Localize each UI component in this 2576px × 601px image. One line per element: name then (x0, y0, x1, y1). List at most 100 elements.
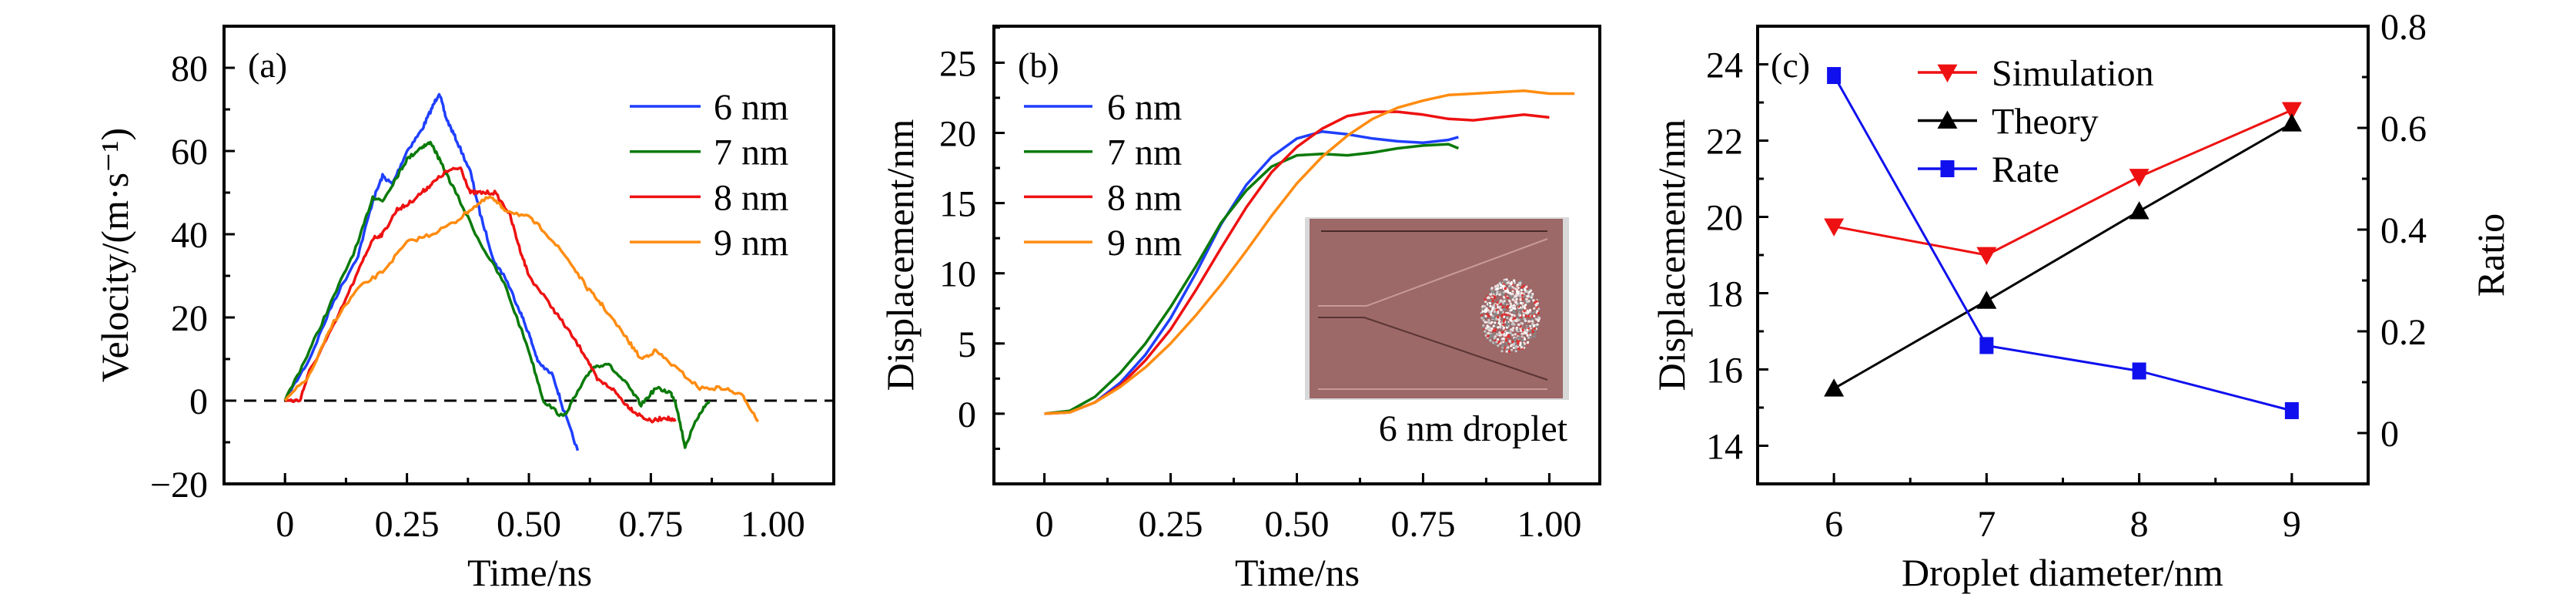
x-tick-label: 0 (276, 504, 294, 545)
series-8-nm (285, 166, 677, 424)
x-axis-title: Time/ns (467, 551, 592, 594)
y2-tick-label: 0.8 (2380, 7, 2427, 48)
y-tick-label: 20 (939, 113, 976, 154)
y-axis-title: Velocity/(m·s⁻¹) (93, 128, 136, 382)
y2-tick-label: 0.6 (2380, 109, 2427, 149)
series-line (1044, 110, 1550, 415)
series-9-nm (1044, 89, 1575, 415)
marker-triangle-down (2281, 102, 2302, 120)
plot-frame (1756, 25, 2370, 485)
marker-square (2132, 362, 2146, 380)
y-axis-title: Displacement/nm (878, 119, 922, 391)
legend-label: 7 nm (1107, 133, 1182, 173)
y-tick-label: 40 (171, 215, 208, 256)
series-line (1044, 89, 1575, 415)
series-line (283, 140, 711, 449)
marker-triangle-up (1937, 110, 1958, 129)
x-tick-label: 9 (2283, 504, 2301, 545)
legend-item: Rate (1918, 149, 2059, 190)
x-tick-label: 8 (2130, 504, 2149, 545)
marker-triangle-up (1824, 378, 1845, 397)
legend-item: 8 nm (630, 177, 788, 218)
y-tick-label: 15 (939, 184, 976, 225)
y2-axis-title: Ratio (2469, 213, 2512, 297)
series-line (1044, 129, 1459, 415)
series-theory (1824, 113, 2302, 397)
legend-item: 6 nm (1024, 87, 1182, 128)
series-line (1044, 143, 1460, 415)
series-line (1833, 109, 2293, 257)
x-tick-label: 7 (1977, 504, 1996, 545)
y-tick-label: 18 (1706, 274, 1743, 315)
y-tick-label: 80 (171, 49, 208, 89)
series-simulation (1824, 102, 2302, 265)
y-tick-label: 0 (958, 395, 976, 435)
series-line (1833, 122, 2293, 390)
y-tick-label: 20 (171, 298, 208, 339)
legend-item: 7 nm (1024, 133, 1182, 173)
marker-square (1979, 337, 1994, 354)
series-7-nm (1044, 143, 1460, 415)
legend-label: 9 nm (714, 223, 788, 264)
y-tick-label: 24 (1706, 45, 1743, 86)
marker-square (1827, 67, 1842, 85)
y-tick-label: 25 (939, 43, 976, 84)
x-tick-label: 0.75 (1390, 504, 1455, 545)
panel-c: 6 7 8 9 14 16 18 20 22 24 0 0.2 0.4 0.6 0.8 Droplet dia… (1650, 7, 2512, 594)
x-tick-label: 0.75 (618, 504, 683, 545)
x-axis-title: Time/ns (1235, 551, 1360, 594)
y-tick-label: −20 (150, 465, 208, 505)
x-tick-label: 1.00 (1517, 504, 1581, 545)
legend-label: 9 nm (1107, 223, 1182, 264)
legend-label: Theory (1992, 102, 2099, 143)
panel-label: (a) (248, 45, 287, 85)
marker-triangle-up (2129, 201, 2149, 220)
marker-triangle-down (2129, 169, 2149, 187)
legend-label: 6 nm (1107, 87, 1182, 128)
series-8-nm (1044, 110, 1550, 415)
x-axis-title: Droplet diameter/nm (1902, 551, 2223, 594)
legend-item: Simulation (1918, 53, 2154, 94)
series-line (283, 195, 760, 423)
droplet-inset-image (1305, 217, 1569, 400)
marker-square (1940, 160, 1955, 177)
legend-label: 8 nm (1107, 177, 1182, 218)
plot-frame (222, 25, 835, 485)
y-axis-title: Displacement/nm (1650, 119, 1693, 391)
series-line (283, 92, 580, 452)
y-tick-label: 20 (1706, 198, 1743, 239)
x-tick-label: 0.50 (497, 504, 561, 545)
marker-square (2284, 401, 2299, 419)
series-9-nm (283, 195, 760, 423)
y-tick-label: 0 (189, 381, 208, 422)
series-line (1832, 75, 2293, 412)
marker-triangle-down (1824, 218, 1845, 237)
series-6-nm (1044, 129, 1459, 415)
panel-label: (b) (1018, 45, 1059, 85)
y-tick-label: 60 (171, 132, 208, 173)
x-tick-label: 6 (1825, 504, 1843, 545)
marker-triangle-up (2281, 113, 2302, 132)
panel-b: 0 0.25 0.50 0.75 1.00 0 5 10 15 20 25 Time/ns Displa… (878, 25, 1601, 594)
legend-item: Theory (1918, 102, 2099, 143)
x-tick-label: 1.00 (741, 504, 805, 545)
x-tick-label: 0.25 (1139, 504, 1203, 545)
series-6-nm (283, 92, 580, 452)
x-tick-label: 0.25 (375, 504, 440, 545)
y-tick-label: 22 (1706, 122, 1743, 163)
plot-frame (992, 25, 1601, 485)
legend-item: 7 nm (630, 133, 788, 173)
y-tick-label: 10 (939, 254, 976, 295)
legend-label: 7 nm (714, 133, 788, 173)
legend-label: Simulation (1992, 53, 2154, 94)
legend-label: Rate (1992, 149, 2059, 190)
legend-item: 9 nm (1024, 223, 1182, 264)
x-tick-label: 0 (1035, 504, 1054, 545)
series-7-nm (283, 140, 711, 449)
inset-caption: 6 nm droplet (1379, 408, 1568, 449)
marker-triangle-up (1976, 290, 1997, 309)
y2-tick-label: 0 (2380, 414, 2399, 455)
series-line (285, 166, 677, 424)
panel-a: 0 0.25 0.50 0.75 1.00 −20 0 20 40 60 80 Time/ns Velo… (93, 25, 835, 594)
y-tick-label: 14 (1706, 427, 1743, 468)
